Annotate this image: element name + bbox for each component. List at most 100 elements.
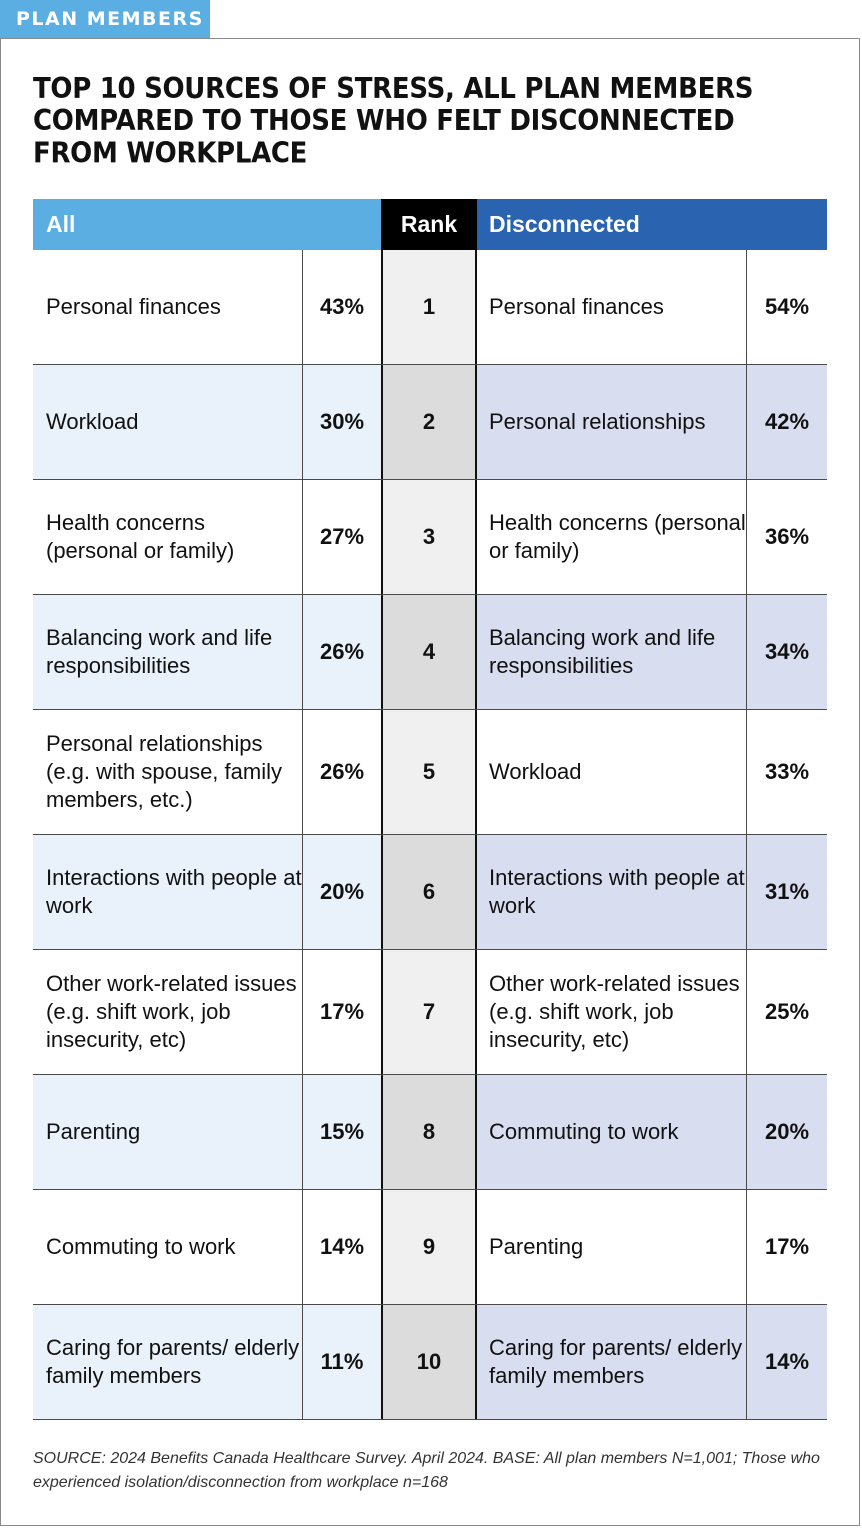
all-label: Caring for parents/ elderly family membe… [33,1305,303,1419]
rank-number: 7 [381,950,477,1074]
all-percent-text: 27% [319,524,365,549]
table-row: Personal finances 43% 1 Personal finances 54… [33,250,827,365]
rank-number: 6 [381,835,477,949]
stress-sources-table: All Rank Disconnected Personal finances 4… [33,199,827,1420]
disconnected-percent-text: 34% [764,639,810,664]
disconnected-percent: 34% [747,595,827,709]
table-row: Commuting to work 14% 9 Parenting 17% [33,1190,827,1305]
all-percent: 20% [303,835,381,949]
all-label: Health concerns (personal or family) [33,480,303,594]
all-label: Parenting [33,1075,303,1189]
rank-number-text: 1 [422,294,436,319]
all-percent: 11% [303,1305,381,1419]
disconnected-percent-text: 54% [764,294,810,319]
all-label: Interactions with people at work [33,835,303,949]
disconnected-percent: 33% [747,710,827,834]
disconnected-label: Caring for parents/ elderly family membe… [477,1305,747,1419]
all-label-text: Personal relationships (e.g. with spouse… [46,731,282,812]
disconnected-percent: 54% [747,250,827,364]
rank-number-text: 5 [422,759,436,784]
all-percent-text: 14% [319,1234,365,1259]
all-percent: 17% [303,950,381,1074]
table-row: Other work-related issues (e.g. shift wo… [33,950,827,1075]
table-row: Parenting 15% 8 Commuting to work 20% [33,1075,827,1190]
rank-number: 5 [381,710,477,834]
all-percent-text: 11% [320,1349,364,1374]
disconnected-percent: 31% [747,835,827,949]
disconnected-label: Personal finances [477,250,747,364]
all-label: Other work-related issues (e.g. shift wo… [33,950,303,1074]
disconnected-label-text: Interactions with people at work [489,865,745,918]
disconnected-percent: 36% [747,480,827,594]
disconnected-percent-text: 14% [764,1349,810,1374]
disconnected-percent-text: 25% [764,999,810,1024]
rank-number-text: 9 [422,1234,436,1259]
disconnected-percent: 14% [747,1305,827,1419]
rank-number: 2 [381,365,477,479]
disconnected-label-text: Personal relationships [489,409,706,434]
disconnected-label-text: Personal finances [489,294,664,319]
all-label-text: Balancing work and life responsibilities [46,625,273,678]
header-disconnected: Disconnected [477,199,827,250]
disconnected-label: Health concerns (personal or family) [477,480,747,594]
disconnected-label-text: Balancing work and life responsibilities [489,625,716,678]
disconnected-percent-text: 33% [764,759,810,784]
rank-number-text: 3 [422,524,436,549]
table-title: TOP 10 SOURCES OF STRESS, ALL PLAN MEMBE… [33,73,754,171]
section-tag: PLAN MEMBERS [0,0,210,38]
disconnected-label-text: Commuting to work [489,1119,679,1144]
all-percent-text: 26% [319,639,365,664]
disconnected-label: Parenting [477,1190,747,1304]
table-row: Caring for parents/ elderly family membe… [33,1305,827,1420]
rank-number: 8 [381,1075,477,1189]
disconnected-percent: 25% [747,950,827,1074]
disconnected-label-text: Parenting [489,1234,584,1259]
content-frame [0,38,860,1526]
disconnected-label-text: Other work-related issues (e.g. shift wo… [489,971,740,1052]
rank-number-text: 4 [422,639,436,664]
all-label: Workload [33,365,303,479]
table-row: Personal relationships (e.g. with spouse… [33,710,827,835]
disconnected-label: Balancing work and life responsibilities [477,595,747,709]
disconnected-label-text: Health concerns (personal or family) [489,510,746,563]
rank-number: 1 [381,250,477,364]
all-percent: 27% [303,480,381,594]
rank-number: 3 [381,480,477,594]
all-label: Personal finances [33,250,303,364]
all-label-text: Health concerns (personal or family) [46,510,235,563]
all-label-text: Workload [46,409,139,434]
table-header-row: All Rank Disconnected [33,199,827,250]
disconnected-label: Workload [477,710,747,834]
disconnected-label: Personal relationships [477,365,747,479]
all-label-text: Personal finances [46,294,221,319]
table-body: Personal finances 43% 1 Personal finances 54… [33,250,827,1420]
rank-number-text: 6 [422,879,436,904]
all-label-text: Parenting [46,1119,141,1144]
table-row: Balancing work and life responsibilities… [33,595,827,710]
rank-number-text: 8 [422,1119,436,1144]
all-percent: 14% [303,1190,381,1304]
disconnected-label: Commuting to work [477,1075,747,1189]
rank-number-text: 2 [422,409,436,434]
disconnected-label: Interactions with people at work [477,835,747,949]
rank-number-text: 10 [416,1349,442,1374]
rank-number-text: 7 [422,999,436,1024]
disconnected-percent-text: 20% [764,1119,810,1144]
header-rank: Rank [381,199,477,250]
rank-number: 10 [381,1305,477,1419]
rank-number: 9 [381,1190,477,1304]
disconnected-percent: 17% [747,1190,827,1304]
disconnected-percent: 20% [747,1075,827,1189]
all-label-text: Other work-related issues (e.g. shift wo… [46,971,297,1052]
all-percent-text: 20% [319,879,365,904]
table-row: Health concerns (personal or family) 27% 3… [33,480,827,595]
all-label-text: Caring for parents/ elderly family membe… [46,1335,300,1388]
all-percent-text: 43% [319,294,365,319]
all-percent: 26% [303,595,381,709]
disconnected-percent-text: 31% [764,879,810,904]
all-percent-text: 15% [319,1119,365,1144]
all-percent: 43% [303,250,381,364]
all-percent-text: 26% [319,759,365,784]
disconnected-percent-text: 17% [764,1234,810,1259]
table-row: Workload 30% 2 Personal relationships 42% [33,365,827,480]
